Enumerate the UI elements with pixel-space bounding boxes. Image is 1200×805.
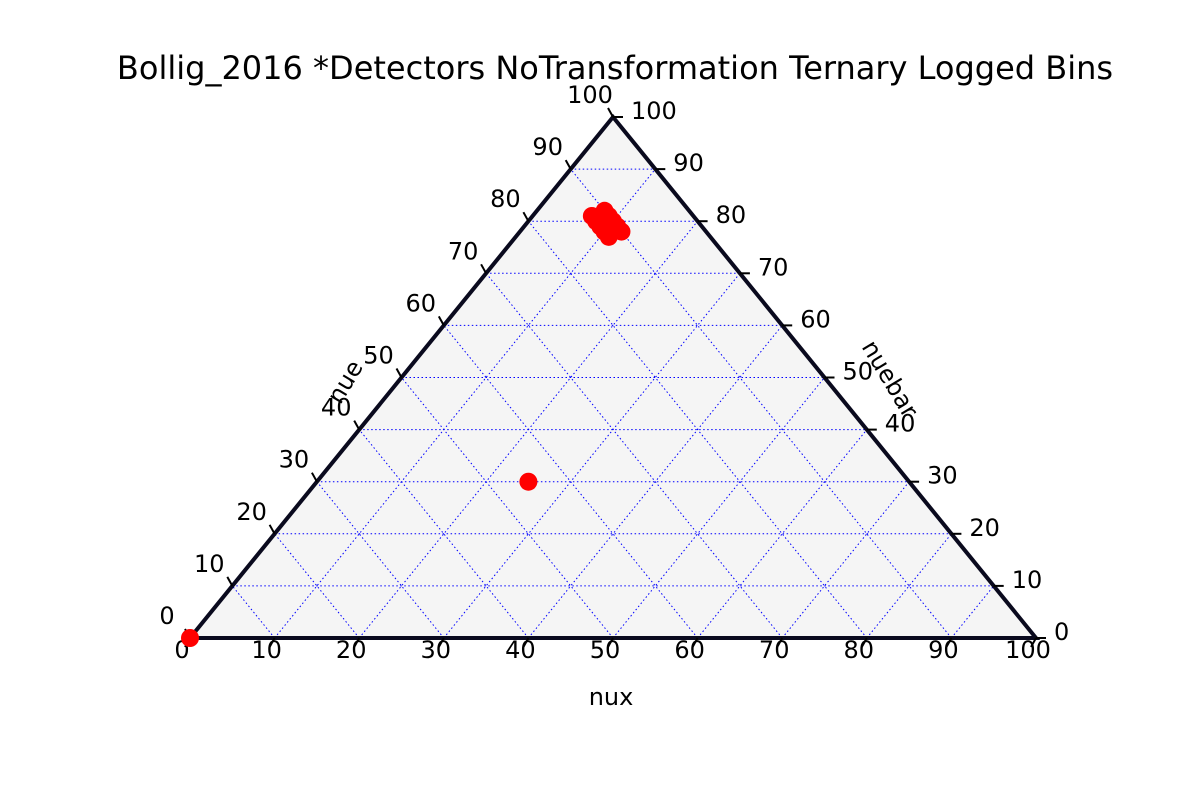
- tick-label-nue: 90: [532, 133, 563, 161]
- tick-nux: [437, 637, 445, 648]
- tick-label-nuebar: 0: [1054, 618, 1069, 646]
- gridline-nuebar: [316, 481, 445, 639]
- chart-title: Bollig_2016 *Detectors NoTransformation …: [117, 49, 1113, 87]
- tick-label-nux: 20: [336, 636, 367, 664]
- gridline-nux: [528, 325, 783, 639]
- tick-label-nuebar: 70: [758, 253, 789, 281]
- tick-label-nue: 70: [448, 237, 479, 265]
- tick-marks: [184, 107, 1046, 648]
- tick-nue: [311, 472, 318, 483]
- tick-label-nuebar: 90: [673, 149, 704, 177]
- tick-label-nue: 0: [159, 602, 174, 630]
- tick-nue: [353, 420, 361, 431]
- tick-label-nux: 50: [590, 636, 621, 664]
- tick-nue: [268, 524, 276, 535]
- tick-label-nuebar: 80: [716, 201, 747, 229]
- gridline-nux: [274, 168, 656, 639]
- tick-label-nux: 80: [844, 636, 875, 664]
- tick-nue: [522, 211, 530, 222]
- data-point: [519, 472, 538, 491]
- tick-label-nue: 10: [194, 550, 225, 578]
- tick-label-nue: 50: [363, 342, 394, 370]
- tick-label-nux: 90: [928, 636, 959, 664]
- tick-label-nuebar: 20: [969, 514, 1000, 542]
- tick-nux: [776, 637, 784, 648]
- tick-nux: [860, 637, 868, 648]
- gridline-nuebar: [443, 325, 698, 639]
- tick-nux: [607, 637, 614, 648]
- tick-label-nuebar: 10: [1012, 566, 1043, 594]
- tick-nue: [564, 159, 572, 170]
- tick-nue: [226, 576, 234, 587]
- data-point: [599, 227, 618, 246]
- data-point: [181, 629, 199, 647]
- tick-label-nuebar: 100: [631, 97, 677, 125]
- tick-nux: [1030, 637, 1037, 648]
- tick-label-nuebar: 40: [885, 410, 916, 438]
- tick-label-nue: 100: [567, 81, 613, 109]
- tick-nux: [353, 637, 361, 648]
- tick-nue: [480, 263, 487, 274]
- tick-nux: [691, 637, 699, 648]
- gridlines: [231, 168, 995, 639]
- tick-label-nue: 80: [490, 185, 521, 213]
- triangle-background: [190, 117, 1036, 638]
- tick-label-nuebar: 30: [927, 462, 958, 490]
- gridline-nux: [697, 429, 868, 639]
- axis-label-nux: nux: [589, 683, 634, 711]
- gridline-nuebar: [358, 429, 529, 639]
- tick-label-nuebar: 50: [843, 358, 874, 386]
- tick-nue: [437, 315, 445, 326]
- tick-label-nux: 100: [1005, 636, 1051, 664]
- tick-label-nue: 60: [406, 289, 437, 317]
- tick-label-nux: 60: [674, 636, 705, 664]
- tick-nux: [522, 637, 530, 648]
- tick-nux: [268, 637, 276, 648]
- tick-label-nue: 40: [321, 394, 352, 422]
- tick-nux: [945, 637, 953, 648]
- tick-label-nuebar: 60: [800, 305, 831, 333]
- data-points: [181, 201, 631, 647]
- gridline-nuebar: [570, 168, 952, 639]
- tick-labels: 0001010102020203030304040405050506060607…: [159, 81, 1069, 664]
- tick-label-nux: 30: [421, 636, 452, 664]
- tick-label-nux: 70: [759, 636, 790, 664]
- triangle-fill: [190, 117, 1036, 638]
- tick-label-nux: 40: [505, 636, 536, 664]
- tick-label-nue: 30: [279, 446, 310, 474]
- tick-nue: [395, 368, 403, 378]
- tick-nue: [607, 107, 614, 118]
- tick-label-nue: 20: [236, 498, 267, 526]
- tick-label-nux: 10: [251, 636, 282, 664]
- gridline-nux: [781, 481, 910, 639]
